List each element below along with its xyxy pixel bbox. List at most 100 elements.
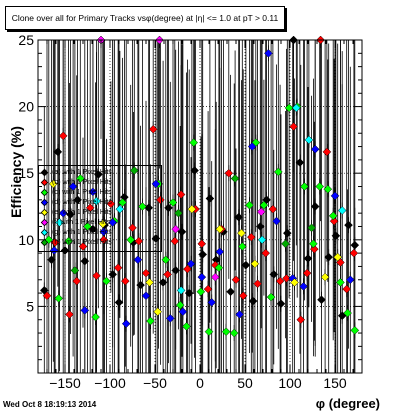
data-point: [85, 203, 95, 213]
data-point: [93, 170, 103, 179]
data-point: [73, 195, 82, 205]
y-tick-label: 20: [18, 99, 34, 115]
data-point: [315, 182, 325, 191]
data-point: [281, 239, 290, 249]
data-point: [153, 307, 163, 317]
x-tick-label: −50: [143, 375, 167, 391]
data-point: [203, 284, 213, 294]
data-point: [174, 208, 183, 218]
data-point: [268, 204, 278, 214]
data-point: [58, 131, 68, 141]
y-tick-label: 10: [18, 232, 34, 248]
data-point: [322, 147, 332, 157]
data-point: [336, 278, 345, 287]
data-point: [197, 272, 207, 282]
data-point: [282, 228, 292, 238]
data-point: [295, 158, 305, 167]
data-point: [237, 242, 247, 251]
data-point: [92, 196, 101, 206]
data-point: [189, 138, 199, 147]
data-point: [248, 296, 258, 306]
data-point: [241, 260, 251, 270]
legend: (a) with 1 Pixel Hits (b) with 1 Pixel H…: [38, 165, 162, 252]
data-point: [253, 279, 262, 289]
data-point: [177, 227, 187, 237]
data-point: [245, 200, 254, 210]
legend-marker-icon: [40, 178, 49, 187]
data-point: [290, 278, 299, 287]
data-point: [205, 194, 215, 203]
data-point: [114, 298, 124, 307]
data-point: [158, 278, 168, 287]
data-point: [214, 263, 224, 273]
data-point: [80, 306, 90, 315]
data-point: [129, 166, 139, 175]
data-point: [235, 310, 244, 319]
data-point: [310, 144, 320, 154]
data-point: [331, 231, 341, 241]
data-point: [182, 322, 191, 331]
data-point: [246, 232, 256, 242]
data-point: [215, 247, 225, 257]
data-point: [151, 179, 161, 189]
x-tick-label: 50: [237, 375, 253, 391]
data-point: [303, 254, 313, 263]
axis-ticks: [37, 39, 363, 374]
legend-marker-icon: [40, 208, 49, 217]
legend-entry: (f) with 1 Pixel Hits: [40, 218, 110, 227]
data-point: [350, 240, 360, 250]
data-point: [163, 270, 172, 279]
legend-marker-icon: [40, 198, 49, 207]
data-point: [299, 282, 308, 291]
data-point: [296, 315, 306, 325]
data-markers: [39, 35, 360, 338]
data-point: [264, 48, 273, 58]
data-point: [118, 198, 127, 207]
data-point: [261, 248, 271, 258]
data-point: [99, 227, 109, 237]
data-point: [269, 270, 279, 279]
data-point: [198, 250, 208, 259]
data-point: [309, 239, 318, 249]
data-point: [237, 228, 246, 238]
data-point: [106, 199, 116, 209]
data-point: [138, 202, 147, 211]
data-point: [304, 135, 314, 145]
data-point: [204, 327, 214, 337]
data-point: [65, 310, 74, 319]
data-point: [226, 287, 235, 297]
data-point: [184, 288, 194, 298]
data-point: [115, 204, 125, 214]
data-point: [224, 168, 234, 178]
data-point: [72, 276, 82, 286]
data-point: [329, 216, 339, 226]
data-point: [75, 174, 85, 183]
data-point: [48, 179, 58, 189]
data-point: [221, 327, 231, 337]
legend-marker-icon: [40, 188, 49, 197]
y-tick-label: 25: [18, 32, 34, 48]
y-axis-label: Efficiency (%): [0, 112, 34, 232]
data-point: [272, 216, 281, 226]
data-point: [168, 198, 178, 207]
data-point: [128, 223, 137, 233]
data-point: [317, 295, 326, 305]
data-point: [161, 255, 171, 265]
data-point: [98, 219, 108, 229]
data-point: [333, 252, 343, 262]
data-point: [207, 298, 217, 307]
y-axis-label-text: Efficiency (%): [8, 126, 24, 218]
data-point: [343, 308, 352, 318]
legend-marker-icon: [40, 238, 49, 247]
data-point: [337, 206, 347, 215]
data-point: [266, 292, 276, 302]
data-point: [230, 174, 240, 183]
legend-entry: (g) with 1 Pixel Hits: [40, 228, 112, 237]
x-tick-label: 100: [278, 375, 302, 391]
x-tick-label: −100: [94, 375, 126, 391]
data-point: [342, 284, 352, 294]
data-point: [310, 202, 320, 211]
data-point: [47, 255, 56, 265]
data-point: [113, 263, 123, 273]
